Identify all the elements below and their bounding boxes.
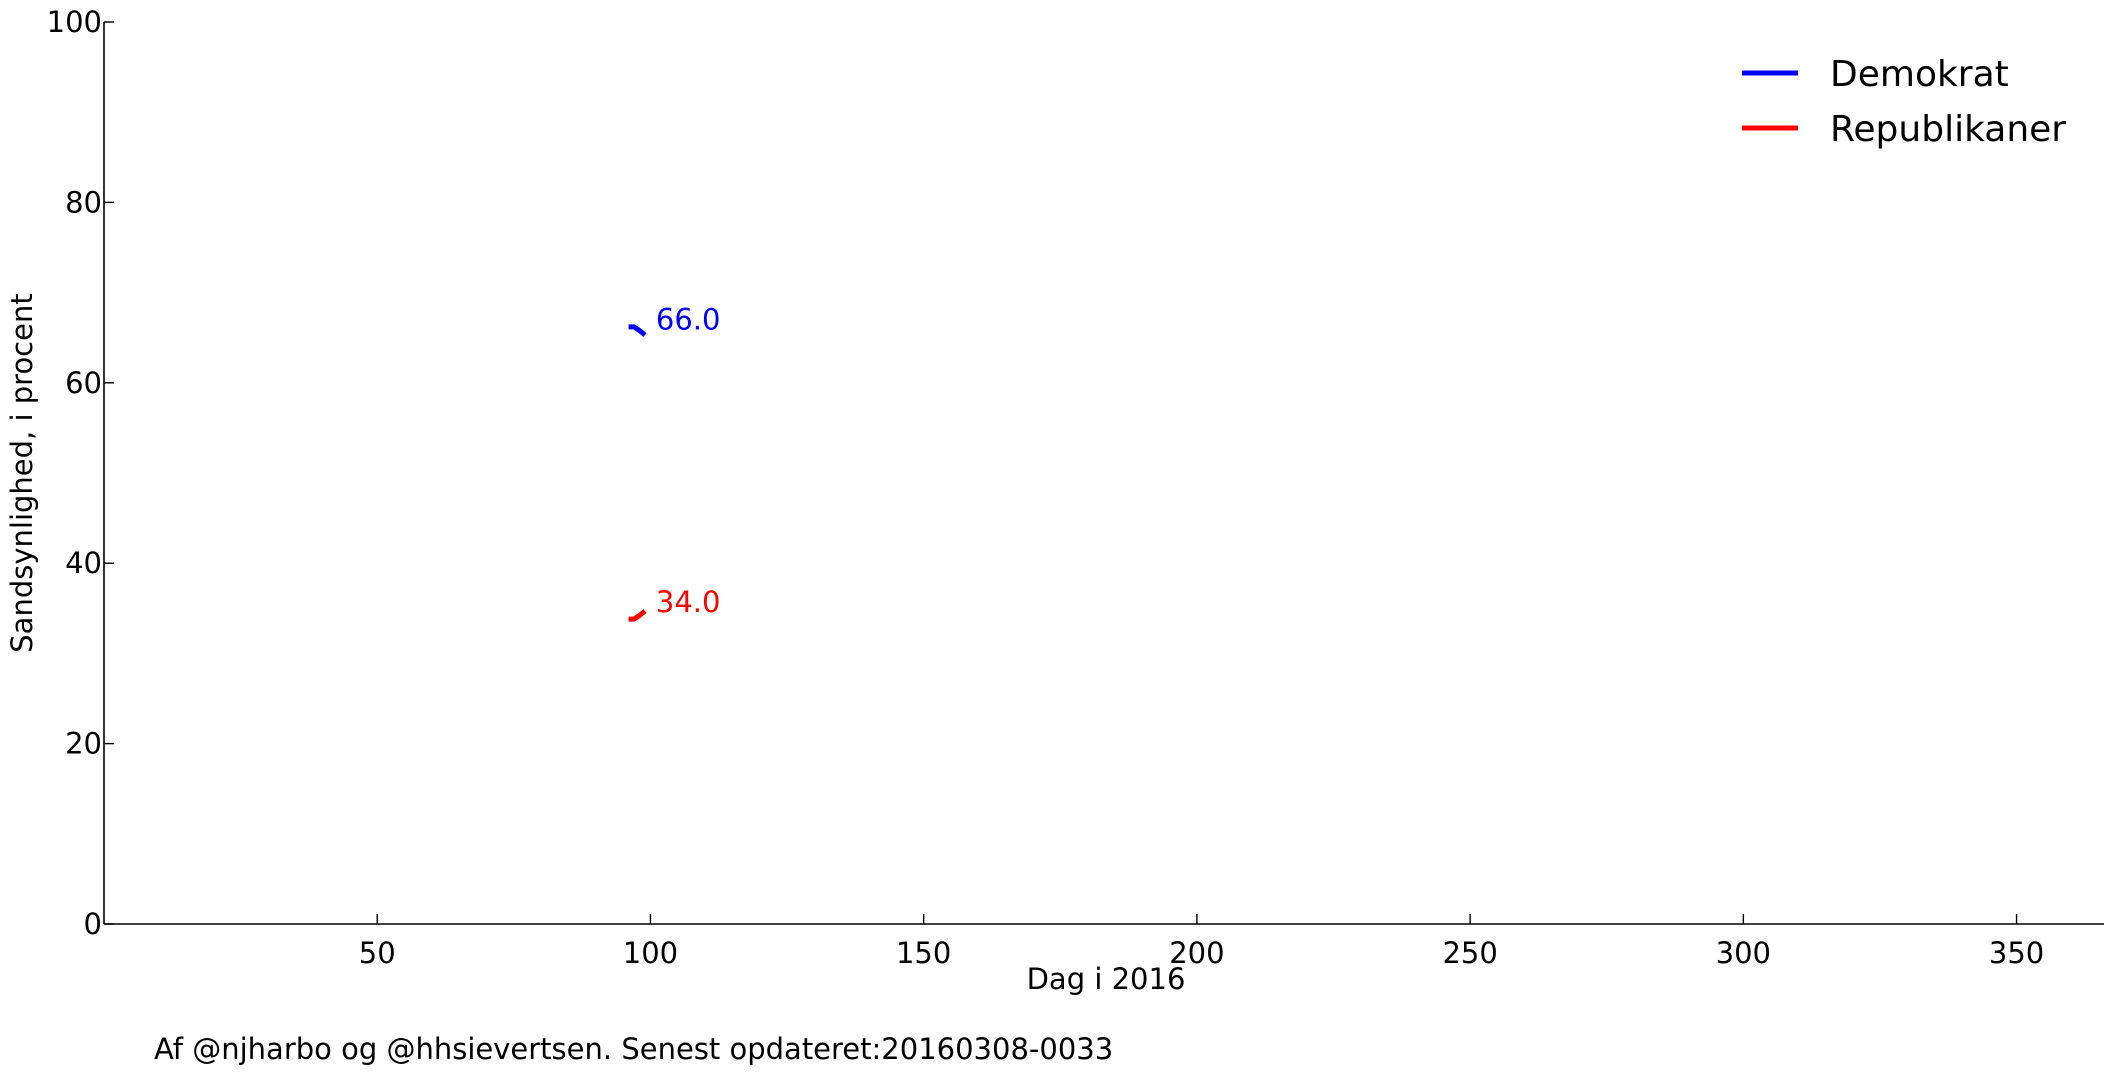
x-tick-label: 300 bbox=[1716, 936, 1771, 970]
x-tick-label: 200 bbox=[1169, 936, 1224, 970]
y-tick-label: 40 bbox=[65, 546, 102, 580]
x-ticks: 50 100 150 200 250 300 350 bbox=[359, 914, 2044, 970]
data-label-republikaner: 34.0 bbox=[656, 585, 721, 619]
x-axis-title: Dag i 2016 bbox=[1027, 962, 1186, 996]
y-tick-label: 80 bbox=[65, 185, 102, 219]
y-tick-label: 60 bbox=[65, 366, 102, 400]
legend: Demokrat Republikaner bbox=[1742, 54, 2066, 150]
y-ticks: 0 20 40 60 80 100 bbox=[47, 5, 114, 941]
y-tick-label: 0 bbox=[84, 907, 102, 941]
series-line-republikaner bbox=[628, 609, 647, 622]
data-labels: 66.0 34.0 bbox=[656, 303, 721, 619]
x-tick-label: 250 bbox=[1442, 936, 1497, 970]
series-layer bbox=[628, 324, 647, 622]
x-tick-label: 150 bbox=[896, 936, 951, 970]
x-tick-label: 50 bbox=[359, 936, 396, 970]
y-tick-label: 20 bbox=[65, 727, 102, 761]
series-line-demokrat bbox=[628, 324, 647, 337]
data-label-demokrat: 66.0 bbox=[656, 303, 721, 337]
y-tick-label: 100 bbox=[47, 5, 102, 39]
plot-area: 50 100 150 200 250 300 350 0 20 40 60 80 100 66.0 34… bbox=[47, 5, 2104, 970]
y-axis-title: Sandsynlighed, i procent bbox=[5, 293, 39, 652]
legend-label-republikaner: Republikaner bbox=[1830, 109, 2066, 150]
x-tick-label: 350 bbox=[1989, 936, 2044, 970]
legend-label-demokrat: Demokrat bbox=[1830, 54, 2009, 95]
credit-text: Af @njharbo og @hhsievertsen. Senest opd… bbox=[154, 1032, 1113, 1066]
x-tick-label: 100 bbox=[623, 936, 678, 970]
